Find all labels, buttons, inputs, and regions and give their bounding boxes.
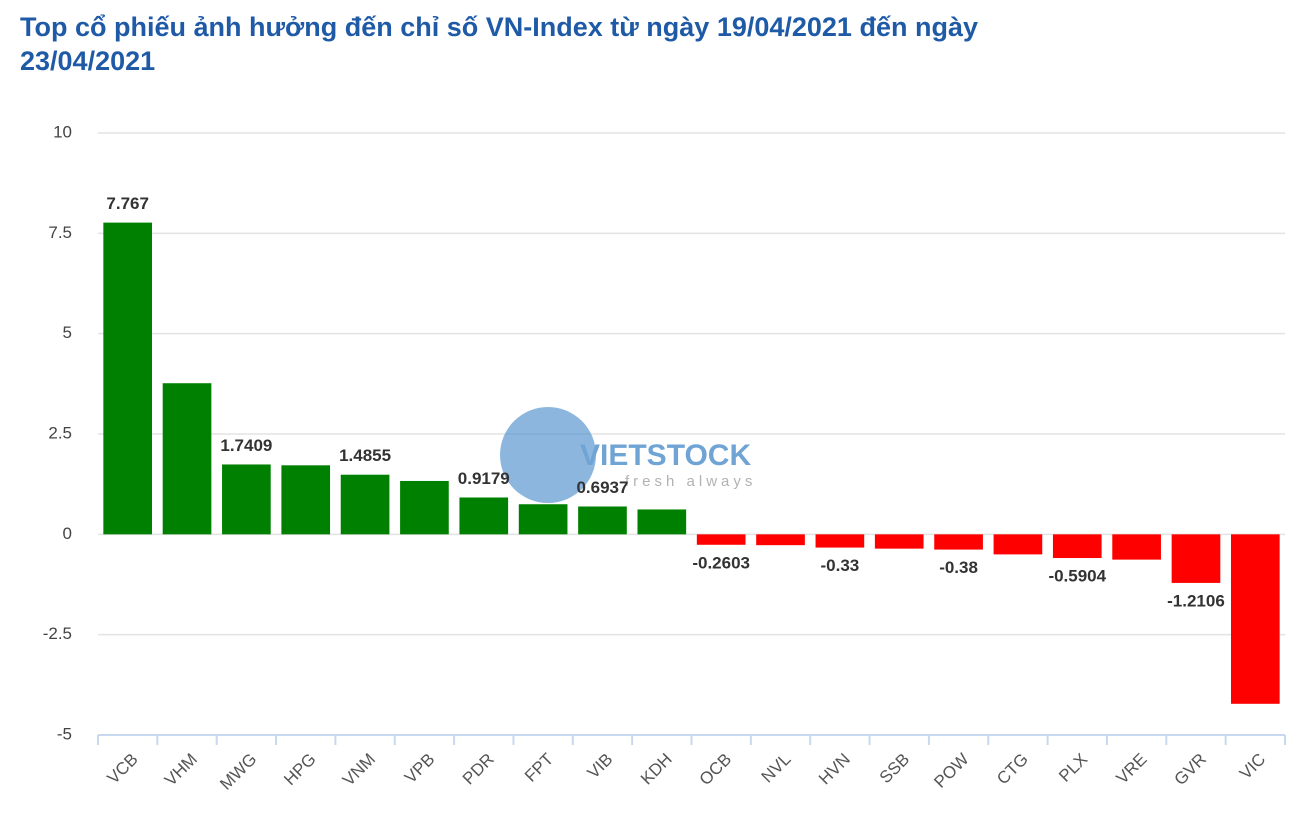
data-label: 0.9179 [458, 469, 510, 488]
bar [993, 534, 1043, 555]
x-tick-label: VNM [339, 750, 379, 790]
bar [1171, 534, 1221, 583]
data-label: 1.7409 [220, 436, 272, 455]
bar [459, 497, 509, 535]
bar [518, 504, 568, 535]
bar [400, 480, 449, 535]
x-tick-label: SSB [876, 750, 913, 787]
watermark-logo [500, 407, 596, 503]
data-label: -0.5904 [1048, 567, 1106, 586]
y-tick-label: 0 [63, 524, 72, 543]
x-tick-label: PLX [1055, 750, 1091, 786]
data-label: -0.38 [939, 558, 978, 577]
y-tick-label: -5 [57, 724, 72, 743]
bar [1052, 534, 1102, 559]
data-label: -1.2106 [1167, 591, 1225, 610]
x-tick-label: NVL [758, 750, 795, 787]
bar [934, 534, 983, 550]
watermark-tagline: fresh always [625, 473, 756, 490]
y-tick-label: 2.5 [48, 423, 72, 442]
x-tick-label: OCB [696, 750, 735, 789]
x-tick-label: VCB [104, 750, 142, 788]
x-tick-label: VPB [401, 750, 438, 787]
y-tick-label: 5 [63, 323, 72, 342]
x-tick-label: VIB [584, 750, 617, 783]
x-tick-label: CTG [993, 750, 1032, 789]
bar [815, 534, 865, 548]
bar [103, 222, 153, 535]
chart-title: Top cổ phiếu ảnh hưởng đến chỉ số VN-Ind… [20, 12, 978, 76]
y-tick-label: 10 [53, 122, 72, 141]
watermark-brand: VIETSTOCK [580, 439, 751, 472]
x-tick-label: VHM [161, 750, 201, 790]
x-tick-label: VRE [1112, 750, 1150, 788]
y-tick-label: 7.5 [48, 223, 72, 242]
title-line: 23/04/2021 [20, 46, 155, 76]
x-tick-label: VIC [1236, 750, 1269, 783]
x-tick-label: MWG [216, 750, 260, 794]
bar [162, 383, 212, 535]
x-tick-label: KDH [637, 750, 676, 789]
title-line: Top cổ phiếu ảnh hưởng đến chỉ số VN-Ind… [20, 12, 978, 42]
y-tick-label: -2.5 [43, 624, 72, 643]
x-tick-label: HVN [815, 750, 854, 789]
bar [874, 534, 924, 549]
bar [637, 509, 687, 535]
data-label: -0.2603 [692, 553, 750, 572]
data-label: -0.33 [821, 556, 860, 575]
bar [756, 534, 805, 546]
bar [578, 506, 627, 535]
bar [222, 464, 271, 535]
data-label: 0.6937 [576, 478, 628, 497]
bar [1230, 534, 1280, 704]
bar [340, 474, 390, 535]
x-tick-label: FPT [521, 750, 557, 786]
x-tick-label: PDR [459, 750, 498, 789]
bar [281, 465, 331, 535]
data-label: 7.767 [106, 194, 149, 213]
bar [696, 534, 746, 545]
x-tick-label: POW [930, 750, 972, 792]
bar [1112, 534, 1161, 560]
x-tick-label: GVR [1170, 750, 1209, 789]
x-tick-label: HPG [280, 750, 319, 789]
data-label: 1.4855 [339, 446, 391, 465]
